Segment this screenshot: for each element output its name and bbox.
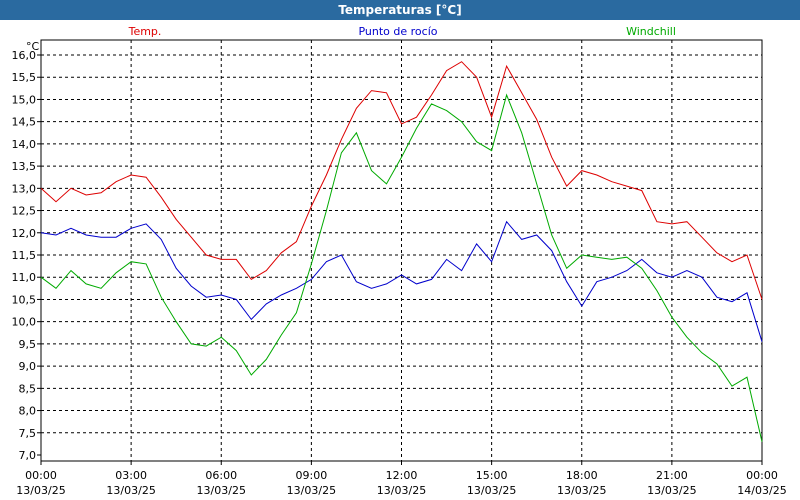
- x-tick-date: 13/03/25: [377, 484, 426, 497]
- series-line-punto-de-roc-o: [40, 220, 763, 342]
- y-tick-label: 10,0: [12, 316, 37, 329]
- x-tick-date: 13/03/25: [557, 484, 606, 497]
- y-tick-label: 8,5: [19, 382, 37, 395]
- x-tick-date: 13/03/25: [287, 484, 336, 497]
- x-tick-time: 00:00: [746, 469, 778, 482]
- y-tick-label: 14,0: [12, 138, 37, 151]
- y-tick-label: 15,5: [12, 71, 37, 84]
- x-tick-date: 13/03/25: [106, 484, 155, 497]
- y-tick-label: 10,5: [12, 293, 37, 306]
- y-tick-label: 8,0: [19, 405, 37, 418]
- chart-title: Temperaturas [°C]: [0, 0, 800, 20]
- x-tick-date: 13/03/25: [197, 484, 246, 497]
- series-lines: [40, 61, 763, 442]
- legend-entry: Punto de rocío: [358, 25, 437, 38]
- x-tick-date: 14/03/25: [737, 484, 786, 497]
- y-tick-label: 12,0: [12, 227, 37, 240]
- x-tick-time: 21:00: [656, 469, 688, 482]
- legend-entry: Temp.: [128, 25, 162, 38]
- y-tick-label: 9,5: [19, 338, 37, 351]
- x-tick-time: 03:00: [115, 469, 147, 482]
- x-tick-date: 13/03/25: [16, 484, 65, 497]
- x-tick-date: 13/03/25: [467, 484, 516, 497]
- y-tick-label: 9,0: [19, 360, 37, 373]
- y-tick-label: 15,0: [12, 93, 37, 106]
- y-tick-label: 7,0: [19, 449, 37, 462]
- legend-entry: Windchill: [626, 25, 676, 38]
- series-line-windchill: [40, 93, 763, 442]
- x-axis: 00:00 13/03/25 03:00 13/03/25 06:00 13/03/25 0…: [16, 461, 787, 497]
- x-tick-date: 13/03/25: [647, 484, 696, 497]
- y-tick-label: 7,5: [19, 427, 37, 440]
- y-tick-label: 14,5: [12, 116, 37, 129]
- legend: Temp. Punto de rocío Windchill: [128, 25, 676, 38]
- x-tick-time: 18:00: [566, 469, 598, 482]
- y-tick-label: 16,0: [12, 49, 37, 62]
- series-line-temp-: [40, 61, 763, 300]
- temperature-chart: 7,0 7,5 8,0 8,5 9,0 9,5 10,0 10,5 11,0 11,5 12,0 12…: [0, 20, 800, 500]
- x-tick-time: 15:00: [476, 469, 508, 482]
- x-tick-time: 06:00: [205, 469, 237, 482]
- y-tick-label: 12,5: [12, 205, 37, 218]
- y-tick-label: 13,5: [12, 160, 37, 173]
- y-axis: 7,0 7,5 8,0 8,5 9,0 9,5 10,0 10,5 11,0 11,5 12,0 12…: [12, 49, 41, 462]
- x-tick-time: 00:00: [25, 469, 57, 482]
- x-tick-time: 09:00: [296, 469, 328, 482]
- y-tick-label: 13,0: [12, 182, 37, 195]
- y-tick-label: 11,5: [12, 249, 37, 262]
- y-tick-label: 11,0: [12, 271, 37, 284]
- grid: [41, 40, 762, 461]
- x-tick-time: 12:00: [386, 469, 418, 482]
- y-axis-label: °C: [26, 40, 40, 53]
